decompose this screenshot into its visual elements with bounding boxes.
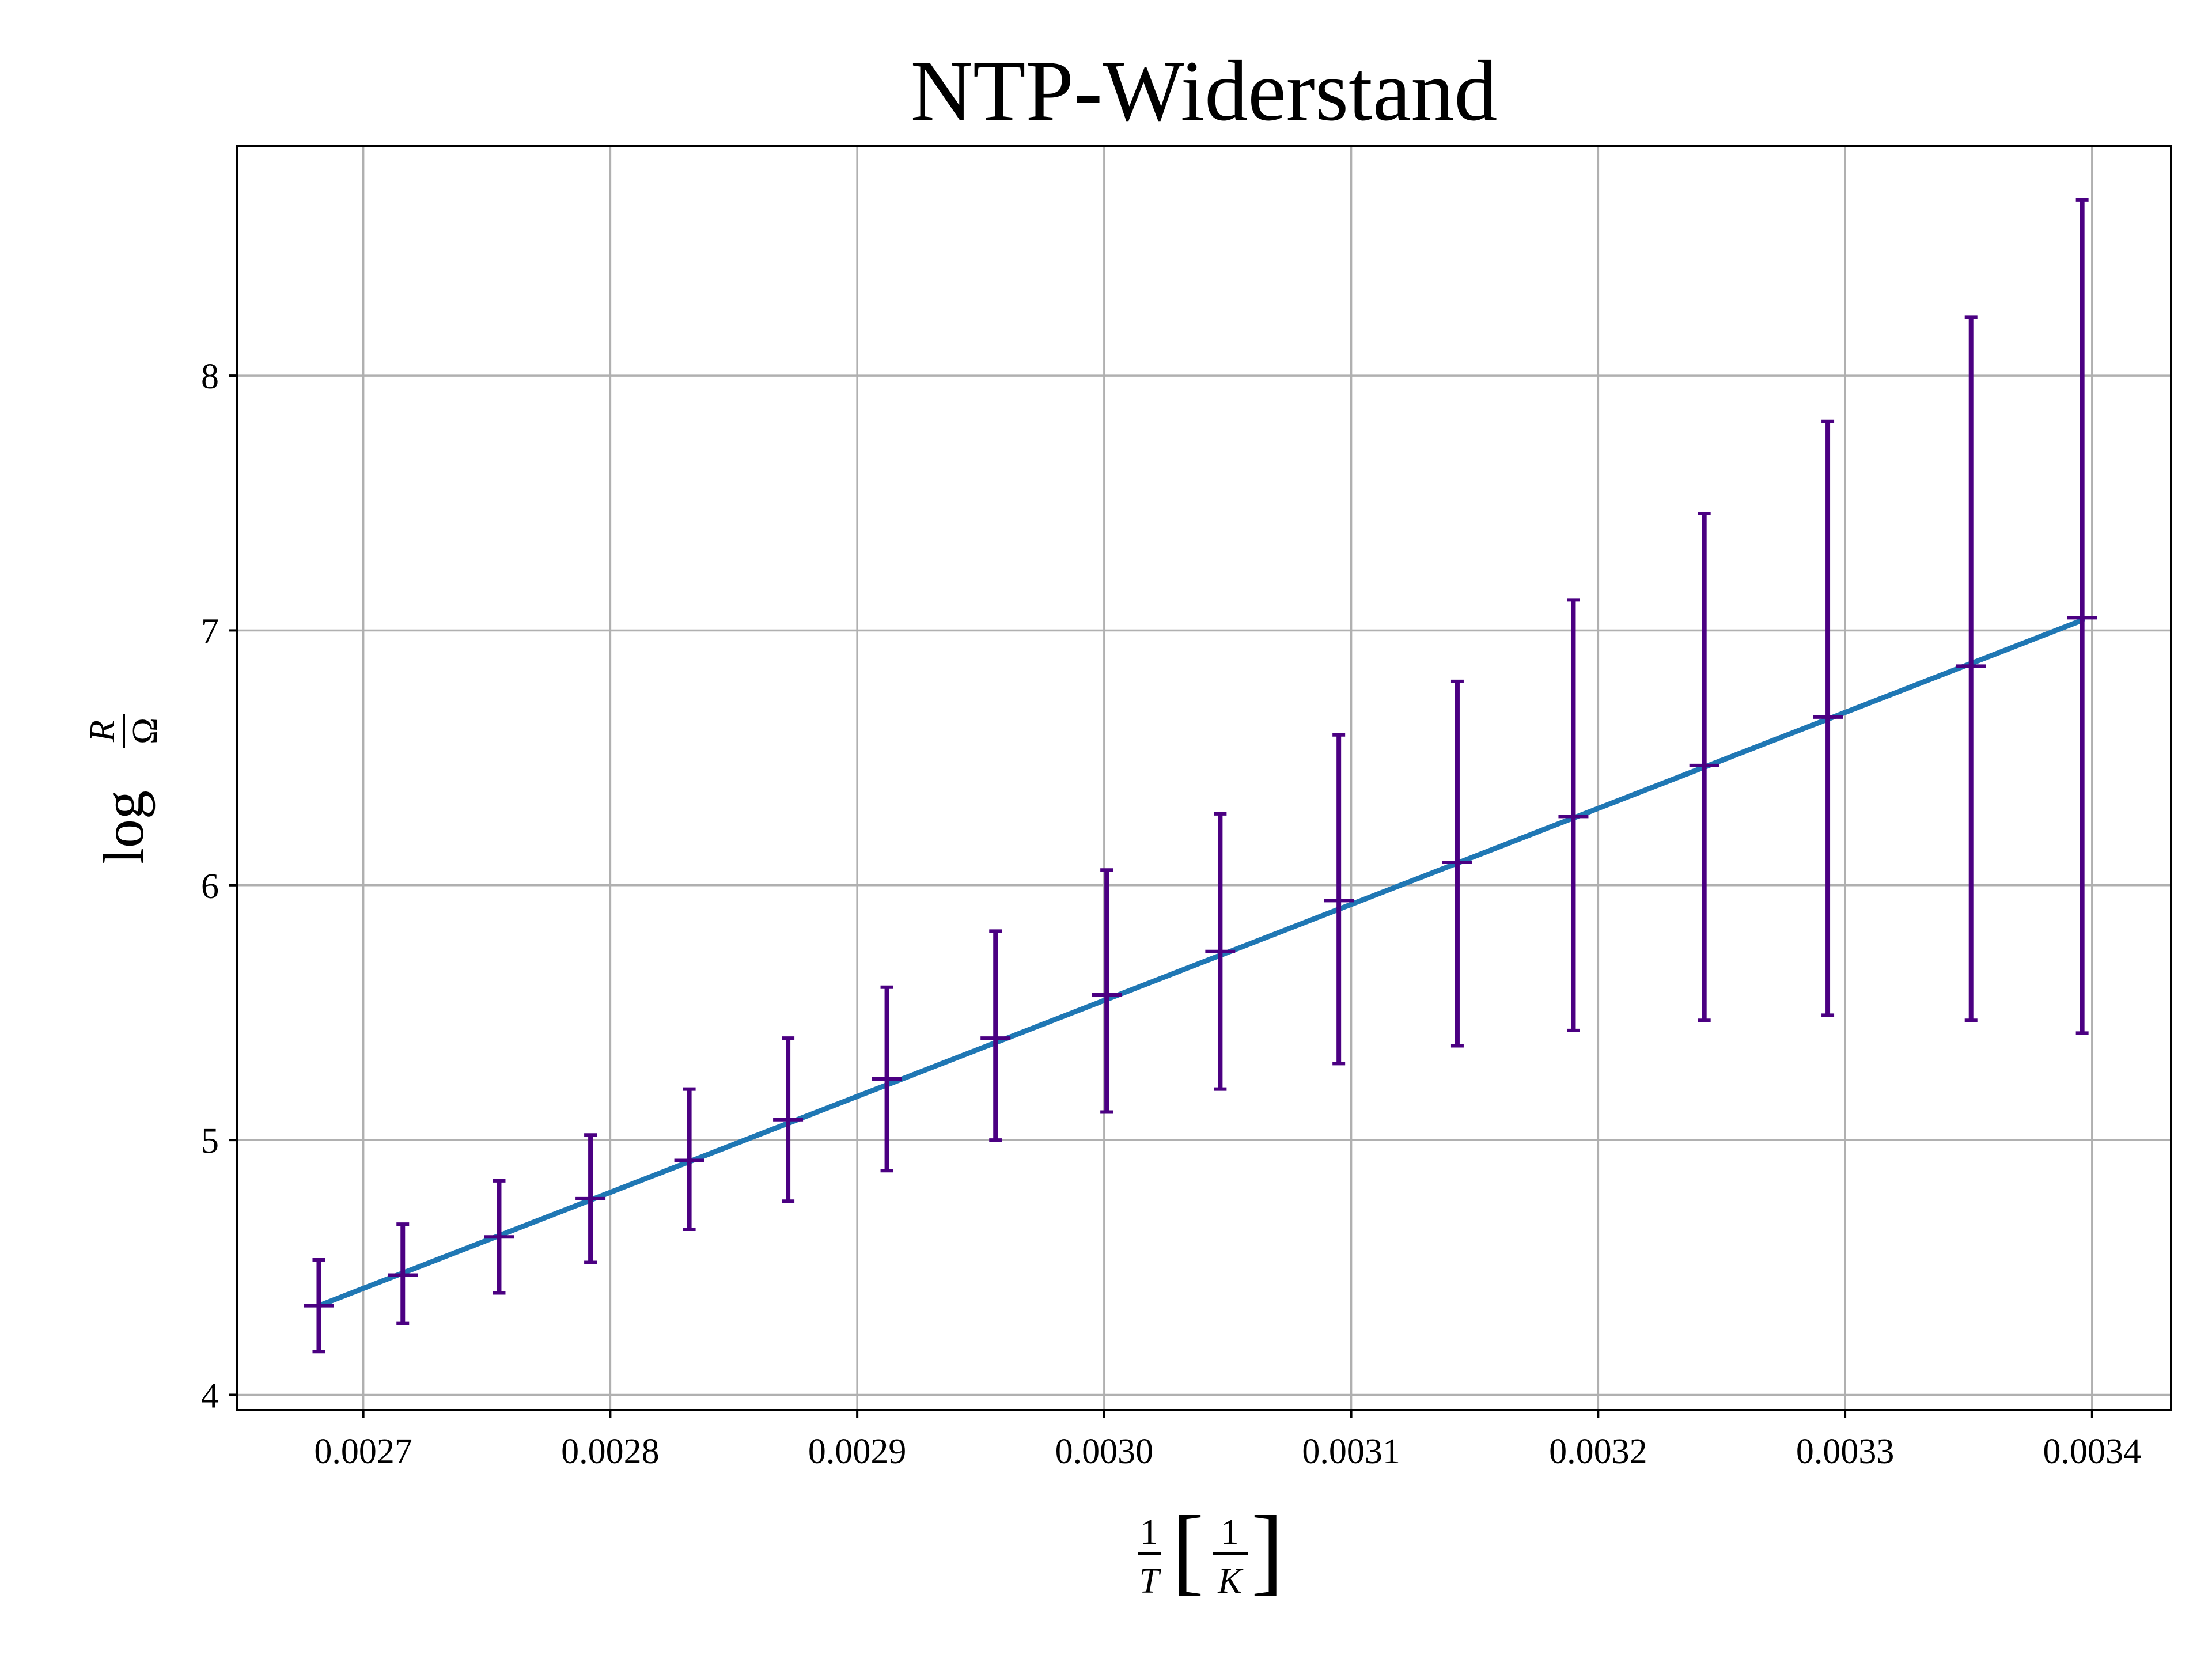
y-label-prefix: log	[92, 790, 156, 864]
x-label-frac1-den: T	[1139, 1562, 1162, 1601]
x-tick-label: 0.0028	[561, 1432, 660, 1471]
y-tick-label: 5	[201, 1122, 219, 1161]
errorbar-point	[1324, 733, 1354, 1066]
errorbar-point	[575, 1133, 606, 1264]
errorbar-point	[388, 1222, 418, 1325]
x-label-bracket-close: ]	[1251, 1496, 1284, 1604]
errorbar-point	[1689, 511, 1719, 1022]
errorbar-point	[1558, 598, 1589, 1032]
x-tick-label: 0.0029	[808, 1432, 907, 1471]
errorbar-point	[773, 1036, 804, 1203]
chart-title: NTP-Widerstand	[911, 43, 1498, 139]
x-tick-label: 0.0027	[314, 1432, 412, 1471]
errorbar-point	[980, 929, 1011, 1142]
x-tick-label: 0.0032	[1549, 1432, 1647, 1471]
y-tick-label: 4	[201, 1376, 219, 1415]
errorbar-point	[1205, 812, 1236, 1091]
y-axis-ticks: 4 5 6 7 8	[201, 357, 237, 1415]
errorbar-series	[304, 198, 2097, 1354]
x-axis-ticks: 0.0027 0.0028 0.0029 0.0030 0.0031 0.0032 0.00…	[314, 1410, 2141, 1471]
y-tick-label: 7	[201, 612, 219, 651]
errorbar-point	[1092, 868, 1122, 1114]
x-tick-label: 0.0030	[1055, 1432, 1154, 1471]
fit-line	[316, 618, 2085, 1309]
errorbar-point	[2067, 198, 2097, 1035]
y-tick-label: 6	[201, 867, 219, 906]
x-tick-label: 0.0031	[1302, 1432, 1400, 1471]
fit-line-series	[316, 618, 2085, 1309]
plot-frame	[236, 145, 2172, 1411]
x-tick-label: 0.0034	[2043, 1432, 2142, 1471]
y-label-den: Ω	[126, 718, 165, 744]
y-axis-label: log R Ω	[83, 714, 165, 864]
x-axis-label: 1 T [ 1 K ]	[1138, 1496, 1283, 1604]
errorbar-point	[1813, 419, 1843, 1017]
x-label-frac2-den: K	[1217, 1562, 1244, 1601]
errorbar-point	[674, 1087, 704, 1231]
y-label-num: R	[83, 720, 122, 743]
x-label-frac2-num: 1	[1221, 1513, 1239, 1552]
grid-lines	[237, 146, 2171, 1410]
errorbar-point	[484, 1179, 514, 1295]
y-tick-label: 8	[201, 357, 219, 396]
x-label-bracket-open: [	[1172, 1496, 1205, 1604]
errorbar-point	[304, 1258, 334, 1354]
x-label-frac1-num: 1	[1141, 1513, 1158, 1552]
x-tick-label: 0.0033	[1796, 1432, 1895, 1471]
errorbar-point	[1442, 679, 1472, 1048]
errorbar-point	[1956, 315, 1986, 1022]
errorbar-point	[872, 985, 902, 1173]
